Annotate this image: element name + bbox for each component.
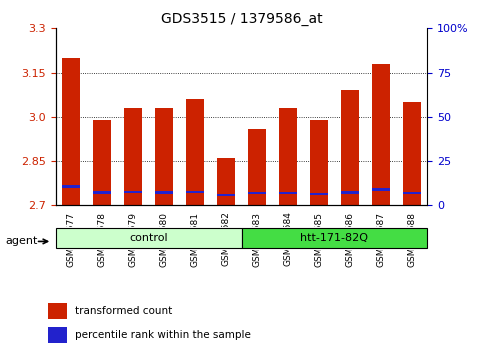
Bar xyxy=(372,188,390,191)
Bar xyxy=(279,192,297,194)
Bar xyxy=(403,102,421,205)
Text: agent: agent xyxy=(6,236,38,246)
Text: transformed count: transformed count xyxy=(75,306,172,316)
Bar xyxy=(279,108,297,205)
Text: percentile rank within the sample: percentile rank within the sample xyxy=(75,330,251,340)
Bar xyxy=(242,228,427,249)
Bar xyxy=(186,190,204,193)
Bar xyxy=(248,129,266,205)
Bar xyxy=(48,327,67,343)
Bar xyxy=(124,190,142,193)
Bar xyxy=(341,191,359,194)
Bar xyxy=(217,158,235,205)
Bar xyxy=(124,108,142,205)
Bar xyxy=(48,303,67,319)
Text: htt-171-82Q: htt-171-82Q xyxy=(300,233,369,242)
Bar xyxy=(310,193,328,195)
Title: GDS3515 / 1379586_at: GDS3515 / 1379586_at xyxy=(161,12,322,26)
Bar xyxy=(217,194,235,196)
Bar xyxy=(372,64,390,205)
Bar xyxy=(93,191,112,194)
Bar xyxy=(310,120,328,205)
Bar xyxy=(341,90,359,205)
Bar xyxy=(155,191,173,194)
Bar xyxy=(248,192,266,194)
Bar xyxy=(403,192,421,194)
Bar xyxy=(62,185,80,188)
Text: control: control xyxy=(129,233,168,242)
Bar xyxy=(62,58,80,205)
Bar xyxy=(93,120,112,205)
Bar xyxy=(155,108,173,205)
Bar xyxy=(186,99,204,205)
Bar xyxy=(56,228,242,249)
